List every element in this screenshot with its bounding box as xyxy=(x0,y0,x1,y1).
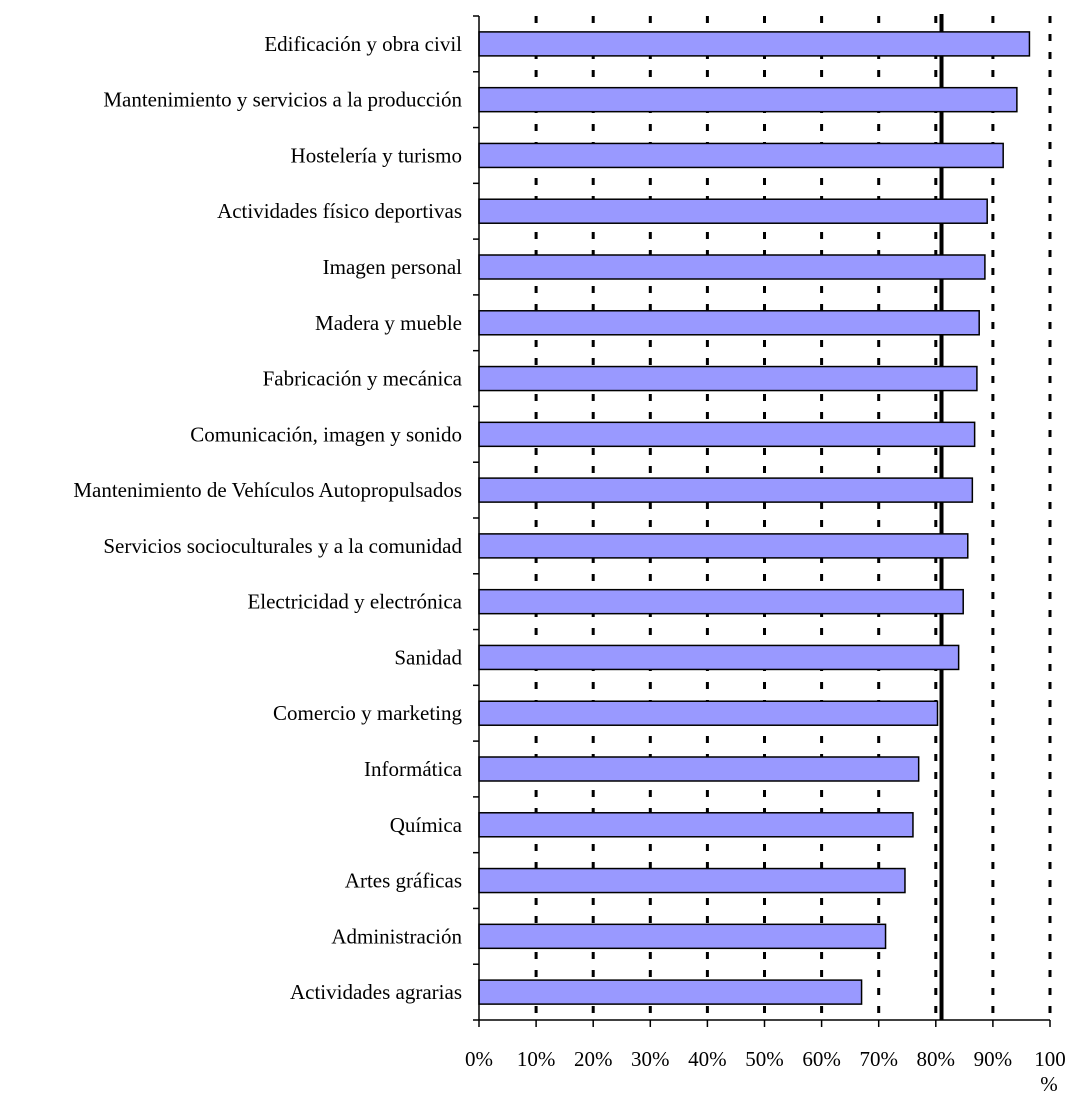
gridlines xyxy=(534,14,1052,1020)
category-label: Mantenimiento de Vehículos Autopropulsad… xyxy=(73,478,462,502)
category-label: Electricidad y electrónica xyxy=(247,590,462,614)
category-label: Edificación y obra civil xyxy=(264,32,462,56)
category-label: Actividades físico deportivas xyxy=(217,199,462,223)
category-label: Madera y mueble xyxy=(315,311,462,335)
x-tick-label: 50% xyxy=(745,1047,784,1071)
x-tick-label: 20% xyxy=(574,1047,613,1071)
category-label: Comercio y marketing xyxy=(273,701,462,725)
bar xyxy=(478,923,887,950)
category-label: Actividades agrarias xyxy=(290,980,462,1004)
bar xyxy=(478,812,914,838)
x-tick-label: 90% xyxy=(974,1047,1013,1071)
x-tick-label: 30% xyxy=(631,1047,670,1071)
category-label: Mantenimiento y servicios a la producció… xyxy=(103,88,462,112)
x-tick-label: 80% xyxy=(917,1047,956,1071)
x-tick-label: 10% xyxy=(517,1047,556,1071)
bar xyxy=(478,588,964,615)
x-tick-label: 70% xyxy=(859,1047,898,1071)
category-label: Hostelería y turismo xyxy=(291,143,462,167)
category-label: Informática xyxy=(364,757,463,781)
bar xyxy=(478,533,969,559)
bar xyxy=(478,644,960,671)
bar xyxy=(478,86,1018,113)
category-label: Química xyxy=(390,813,463,837)
bar xyxy=(478,756,920,782)
x-tick-label: 40% xyxy=(688,1047,727,1071)
category-label: Servicios socioculturales y a la comunid… xyxy=(103,534,462,558)
category-label: Artes gráficas xyxy=(345,869,462,893)
category-label: Comunicación, imagen y sonido xyxy=(190,422,462,446)
bar xyxy=(478,142,1004,169)
x-axis-overflow-label: % xyxy=(1040,1072,1058,1096)
bar xyxy=(478,867,906,894)
x-tick-label: 0% xyxy=(465,1047,493,1071)
bar xyxy=(478,700,939,726)
x-tick-label: 60% xyxy=(802,1047,841,1071)
bar xyxy=(478,477,974,503)
bar xyxy=(478,254,986,280)
bar xyxy=(478,31,1031,57)
bar xyxy=(478,365,978,392)
category-label: Administración xyxy=(331,924,462,948)
bar xyxy=(478,421,976,448)
category-label: Sanidad xyxy=(394,645,462,669)
bar xyxy=(478,198,988,224)
x-tick-label: 100 xyxy=(1034,1047,1066,1071)
category-labels: Edificación y obra civil Mantenimiento y … xyxy=(73,32,462,1004)
bar xyxy=(478,310,980,336)
bars xyxy=(478,31,1031,1005)
category-label: Imagen personal xyxy=(323,255,463,279)
bar xyxy=(478,979,863,1005)
category-label: Fabricación y mecánica xyxy=(263,367,463,391)
axes: 0% 10% 20% 30% 40% 50% 60% 70% 80% 90% 100 xyxy=(465,15,1066,1071)
